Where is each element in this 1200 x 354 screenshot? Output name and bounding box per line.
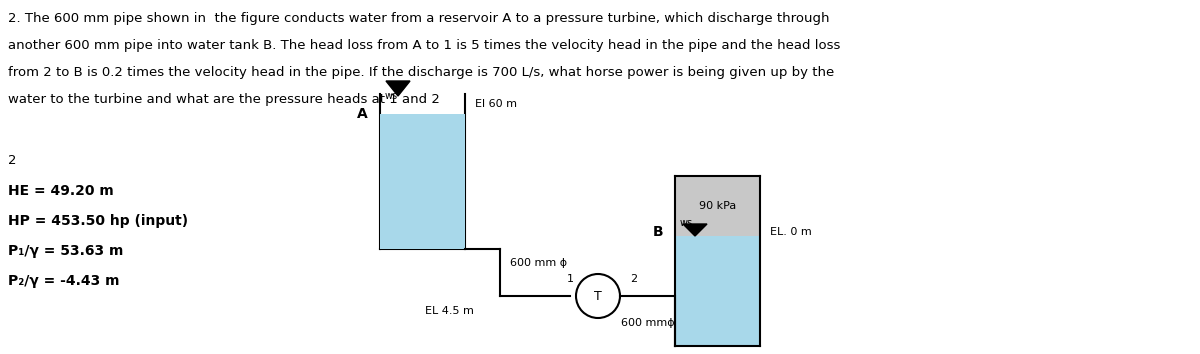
Text: 2: 2 xyxy=(630,274,637,284)
Bar xyxy=(674,176,760,236)
Text: P₂/γ = -4.43 m: P₂/γ = -4.43 m xyxy=(8,274,120,288)
Polygon shape xyxy=(386,81,410,96)
Text: another 600 mm pipe into water tank B. The head loss from A to 1 is 5 times the : another 600 mm pipe into water tank B. T… xyxy=(8,39,840,52)
Text: 600 mm ϕ: 600 mm ϕ xyxy=(510,257,568,268)
Text: B: B xyxy=(653,225,662,239)
Text: HP = 453.50 hp (input): HP = 453.50 hp (input) xyxy=(8,214,188,228)
Text: 1: 1 xyxy=(566,274,574,284)
Text: T: T xyxy=(594,290,602,303)
Polygon shape xyxy=(683,224,707,236)
Text: EL 4.5 m: EL 4.5 m xyxy=(425,306,474,316)
Text: from 2 to B is 0.2 times the velocity head in the pipe. If the discharge is 700 : from 2 to B is 0.2 times the velocity he… xyxy=(8,66,834,79)
Bar xyxy=(380,114,466,249)
Text: 90 kPa: 90 kPa xyxy=(698,201,736,211)
Text: A: A xyxy=(358,107,368,121)
Text: El 60 m: El 60 m xyxy=(475,99,517,109)
Text: 2. The 600 mm pipe shown in  the figure conducts water from a reservoir A to a p: 2. The 600 mm pipe shown in the figure c… xyxy=(8,12,829,25)
Text: 600 mmϕ: 600 mmϕ xyxy=(620,318,674,328)
Text: EL. 0 m: EL. 0 m xyxy=(770,227,811,237)
Text: ws: ws xyxy=(680,218,694,228)
Text: P₁/γ = 53.63 m: P₁/γ = 53.63 m xyxy=(8,244,124,258)
Text: HE = 49.20 m: HE = 49.20 m xyxy=(8,184,114,198)
Bar xyxy=(674,236,760,346)
Text: water to the turbine and what are the pressure heads at 1 and 2: water to the turbine and what are the pr… xyxy=(8,93,440,106)
Text: 2: 2 xyxy=(8,154,17,167)
Text: ws: ws xyxy=(385,91,398,101)
